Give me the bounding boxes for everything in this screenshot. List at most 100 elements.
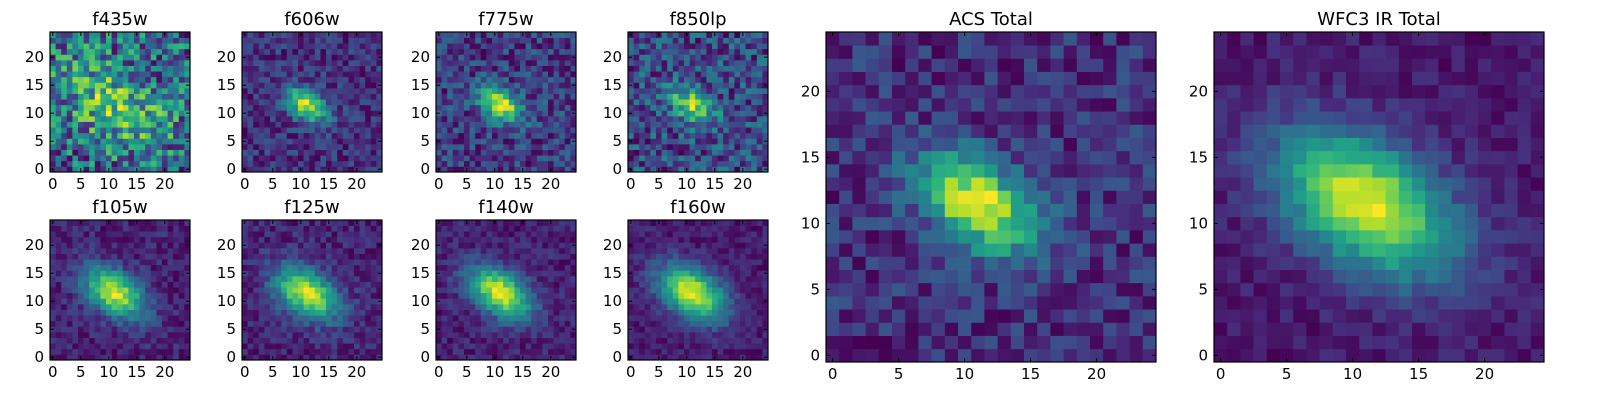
heatmap-cell [542, 132, 549, 139]
heatmap-cell [162, 99, 168, 106]
y-tick-label: 0 [34, 160, 44, 178]
heatmap-cell [508, 37, 515, 44]
heatmap-cell [656, 160, 662, 167]
heatmap-cell [359, 332, 366, 338]
heatmap-cell [162, 88, 168, 94]
heatmap-cell [559, 88, 566, 94]
heatmap-cell [469, 298, 476, 305]
heatmap-cell [55, 242, 62, 249]
heatmap-cell [508, 32, 515, 38]
x-tick-label: 0 [434, 363, 444, 381]
heatmap-cell [542, 127, 549, 134]
heatmap-cell [184, 309, 191, 316]
heatmap-cell [564, 298, 571, 305]
heatmap-cell [320, 138, 327, 145]
heatmap-cell [61, 82, 68, 89]
heatmap-cell [452, 343, 459, 350]
heatmap-cell [292, 127, 299, 134]
heatmap-cell [520, 149, 526, 156]
heatmap-cell [156, 315, 163, 322]
heatmap-cell [253, 160, 260, 167]
heatmap-cell [756, 99, 763, 106]
heatmap-cell [650, 127, 657, 134]
heatmap-cell [706, 32, 713, 38]
heatmap-cell [286, 304, 293, 310]
heatmap-cell [508, 292, 515, 299]
heatmap-cell [167, 332, 174, 338]
heatmap-cell [281, 326, 288, 333]
heatmap-cell [106, 93, 112, 100]
heatmap-cell [570, 132, 577, 139]
heatmap-cell [66, 88, 73, 94]
heatmap-cell [639, 60, 646, 66]
heatmap-cell [286, 309, 293, 316]
heatmap-cell [139, 82, 146, 89]
heatmap-cell [337, 231, 344, 238]
heatmap-cell [100, 225, 107, 232]
heatmap-cell [83, 298, 90, 305]
heatmap-cell [173, 320, 180, 327]
heatmap-cell [514, 220, 521, 226]
heatmap-cell [281, 132, 288, 139]
heatmap-cell [167, 337, 174, 344]
heatmap-cell [100, 43, 107, 50]
heatmap-cell [447, 48, 454, 55]
heatmap-cell [55, 298, 62, 305]
heatmap-cell [342, 292, 349, 299]
heatmap-cell [50, 225, 56, 232]
heatmap-cell [452, 99, 459, 106]
heatmap-cell [72, 138, 79, 145]
heatmap-cell [145, 37, 152, 44]
heatmap-cell [661, 82, 668, 89]
heatmap-cell [100, 304, 107, 310]
heatmap-cell [61, 60, 68, 66]
heatmap-cell [258, 76, 265, 83]
heatmap-cell [145, 132, 152, 139]
heatmap-cell [139, 298, 146, 305]
heatmap-cell [497, 93, 504, 100]
heatmap-cell [89, 320, 96, 327]
heatmap-cell [359, 287, 366, 294]
heatmap-cell [672, 110, 679, 117]
heatmap-cell [717, 48, 724, 55]
heatmap-cell [756, 144, 763, 150]
heatmap-cell [734, 132, 741, 139]
heatmap-cell [745, 332, 752, 338]
heatmap-cell [678, 88, 685, 94]
heatmap-cell [633, 155, 640, 162]
heatmap-cell [661, 71, 668, 78]
heatmap-cell [122, 304, 129, 310]
heatmap-cell [100, 104, 107, 111]
heatmap-cell [486, 242, 493, 249]
heatmap-cell [72, 354, 79, 361]
heatmap-cell [156, 127, 163, 134]
heatmap-cell [89, 276, 96, 282]
heatmap-cell [370, 348, 377, 355]
heatmap-cell [128, 354, 135, 361]
heatmap-cell [162, 225, 168, 232]
heatmap-cell [150, 236, 157, 243]
heatmap-cell [326, 48, 332, 55]
heatmap-cell [525, 220, 532, 226]
heatmap-cell [128, 60, 135, 66]
heatmap-cell [508, 354, 515, 361]
heatmap-cell [436, 225, 442, 232]
heatmap-cell [508, 281, 515, 288]
heatmap-cell [55, 32, 62, 38]
heatmap-cell [162, 320, 168, 327]
heatmap-cell [55, 343, 62, 350]
heatmap-cell [436, 144, 442, 150]
heatmap-cell [150, 160, 157, 167]
heatmap-cell [370, 60, 377, 66]
heatmap-cell [106, 88, 112, 94]
heatmap-cell [281, 281, 288, 288]
heatmap-cell [525, 71, 532, 78]
panel-title: f850lp [669, 9, 726, 30]
heatmap-cell [689, 281, 696, 288]
heatmap-cell [633, 292, 640, 299]
heatmap-cell [359, 138, 366, 145]
heatmap-cell [661, 270, 668, 277]
heatmap-cell [695, 71, 702, 78]
heatmap-cell [536, 242, 543, 249]
heatmap-cell [762, 32, 769, 38]
